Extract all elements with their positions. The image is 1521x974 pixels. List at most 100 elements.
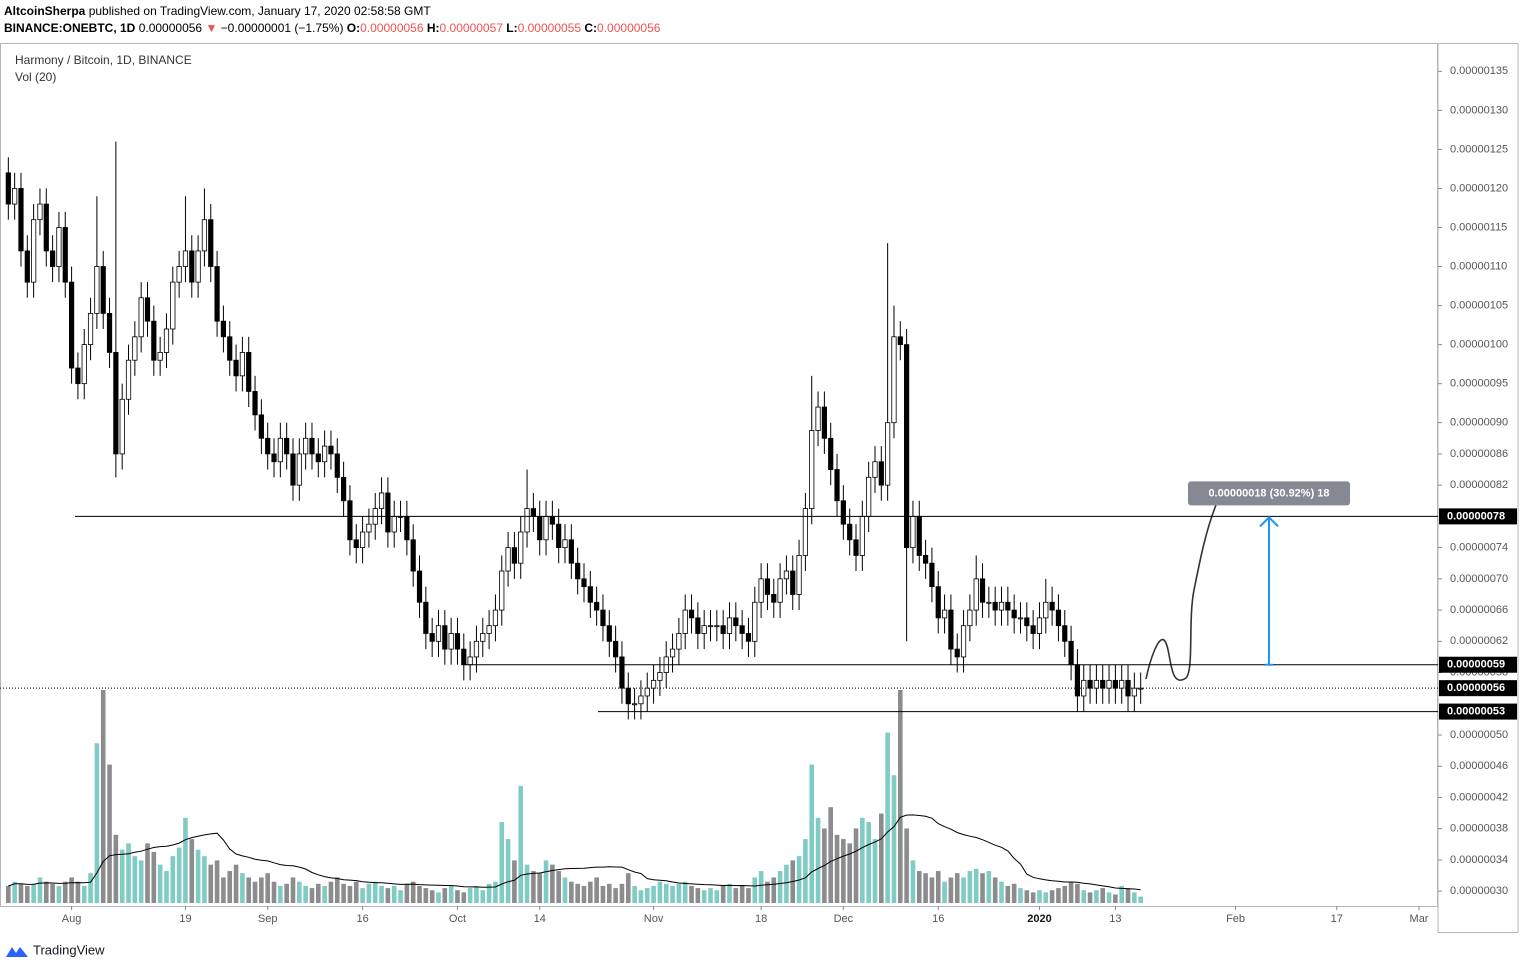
candle-body — [233, 359, 239, 377]
volume-bar — [126, 843, 131, 903]
candle-body — [315, 453, 321, 463]
candle-body — [176, 266, 182, 283]
candle-body — [644, 687, 650, 697]
candle-body — [1106, 679, 1112, 689]
candle-body — [1030, 625, 1036, 634]
y-tick-label: 0.00000066 — [1450, 604, 1508, 616]
candle-body — [619, 656, 625, 689]
volume-bar — [651, 885, 656, 903]
volume-bar — [423, 888, 429, 903]
volume-bar — [562, 877, 568, 903]
volume-bar — [233, 864, 239, 903]
candle-body — [416, 570, 423, 603]
volume-bar — [37, 877, 43, 903]
candle-body — [347, 500, 353, 541]
y-tick-label: 0.00000074 — [1450, 542, 1508, 554]
volume-bar — [455, 890, 460, 903]
volume-bar — [524, 864, 530, 903]
volume-bar — [461, 892, 467, 903]
candle-body — [707, 625, 714, 628]
y-tick-label: 0.00000130 — [1450, 104, 1508, 116]
x-tick-label: Feb — [1226, 913, 1245, 925]
candle-body — [429, 633, 435, 642]
volume-bar — [581, 885, 587, 903]
candle-body — [56, 227, 62, 267]
candle-body — [771, 594, 777, 603]
volume-bar — [758, 871, 764, 903]
candle-body — [1055, 609, 1062, 627]
volume-bar — [1132, 892, 1137, 903]
volume-bar — [860, 817, 865, 903]
candle-body — [840, 500, 846, 525]
candle-body — [12, 188, 18, 205]
volume-bar — [227, 871, 233, 903]
candle-body — [385, 492, 391, 533]
candle-body — [594, 601, 600, 611]
volume-bar — [341, 883, 346, 903]
volume-bar — [25, 885, 30, 903]
price-label: 0.00000078 — [1447, 510, 1505, 522]
candle-body — [613, 640, 619, 658]
candle-body — [796, 555, 802, 595]
volume-bar — [771, 877, 777, 903]
volume-bar — [531, 871, 536, 903]
candle-body — [208, 219, 214, 267]
volume-bar — [69, 877, 74, 903]
last-price-box — [1439, 680, 1517, 697]
volume-bar — [303, 885, 308, 903]
c-label: C: — [584, 21, 597, 35]
candle-body — [353, 539, 359, 549]
candle-body — [265, 437, 271, 455]
candle-body — [366, 523, 372, 533]
candle-body — [847, 523, 853, 541]
candle-body — [1119, 679, 1125, 689]
volume-bar — [189, 839, 195, 903]
volume-bar — [1113, 894, 1118, 903]
candle-body — [650, 679, 657, 689]
candle-body — [688, 609, 695, 619]
x-tick-label: Sep — [258, 913, 278, 925]
candle-body — [309, 437, 315, 455]
x-tick-label: 17 — [1331, 913, 1343, 925]
volume-bar — [1049, 890, 1055, 903]
candle-body — [758, 578, 764, 603]
candle-body — [87, 312, 94, 346]
volume-bar — [1106, 892, 1112, 903]
candle-body — [75, 367, 81, 385]
symbol: BINANCE:ONEBTC, 1D — [4, 21, 136, 35]
volume-bar — [410, 881, 416, 903]
candle-body — [1087, 679, 1093, 689]
candle-body — [132, 336, 138, 361]
y-tick-label: 0.00000030 — [1450, 885, 1508, 897]
volume-bar — [992, 877, 998, 903]
candle-body — [303, 437, 309, 455]
candle-body — [745, 633, 752, 642]
author: AltcoinSherpa — [4, 4, 86, 18]
candle-body — [764, 578, 771, 595]
volume-bar — [803, 839, 808, 903]
x-tick-label: Oct — [449, 913, 466, 925]
volume-bar — [891, 775, 897, 903]
candle-body — [227, 336, 233, 361]
candle-body — [334, 453, 340, 478]
candle-body — [144, 297, 151, 322]
volume-bar — [202, 856, 207, 903]
logo-mark — [6, 947, 28, 957]
last-price-label: 0.00000056 — [1447, 682, 1505, 694]
logo-text: TradingView — [33, 942, 105, 957]
y-tick-label: 0.00000105 — [1450, 299, 1508, 311]
candle-body — [872, 461, 878, 478]
candle-body — [486, 625, 492, 634]
y-tick-label: 0.00000070 — [1450, 573, 1508, 585]
volume-bar — [784, 864, 789, 903]
candle-body — [505, 547, 511, 572]
h-value: 0.00000057 — [440, 21, 504, 35]
volume-bar — [904, 828, 909, 903]
candle-body — [296, 453, 302, 486]
candle-body — [81, 344, 87, 385]
candle-body — [1112, 679, 1118, 689]
candle-body — [138, 297, 144, 338]
volume-bar — [208, 864, 214, 903]
candle-body — [100, 266, 106, 314]
